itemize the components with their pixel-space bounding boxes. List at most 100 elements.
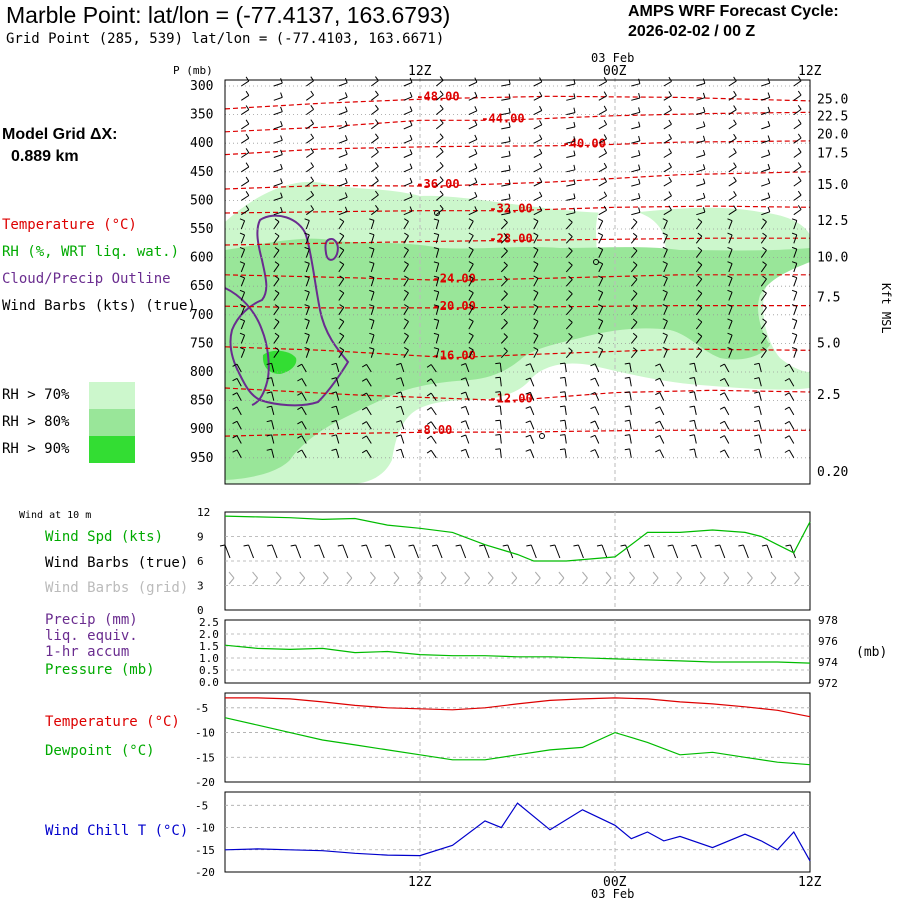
grid-wind-barb <box>676 571 683 579</box>
grid-wind-barb-flag <box>228 577 235 585</box>
temperature-tick-label: -5 <box>195 702 208 715</box>
wind-barb-flag <box>791 304 797 307</box>
wind-barb <box>631 183 641 187</box>
surface-wind-barb <box>625 544 632 559</box>
wind-barb <box>273 125 283 130</box>
wind-barb-flag <box>331 405 337 409</box>
surface-wind-barb <box>672 544 679 559</box>
wind-barb-flag <box>638 164 641 170</box>
surface-wind-barb-flag <box>431 544 438 547</box>
wind-barb <box>565 350 573 359</box>
wind-barb-flag <box>559 391 566 393</box>
wind-barb <box>271 448 275 458</box>
grid-wind-barb <box>228 571 235 579</box>
wind-barb-flag <box>590 434 596 438</box>
wind-barb-flag <box>495 434 501 436</box>
wind-barb-flag <box>533 304 539 308</box>
temperature-contour-label: -28.00 <box>489 231 532 245</box>
wind-barb-flag <box>533 232 539 236</box>
wind-barb <box>338 211 348 216</box>
wind10m-title: Wind at 10 m <box>19 510 92 521</box>
wind-barb-flag <box>590 420 596 424</box>
wind-barb <box>435 165 444 173</box>
wind-barb-flag <box>539 105 543 111</box>
wind-barb-flag <box>733 119 737 125</box>
wind-barb <box>793 349 798 358</box>
wind-barb-flag <box>655 377 661 381</box>
wind-barb <box>273 350 280 358</box>
wind-barb-flag <box>266 434 272 437</box>
wind-chill-tick-label: -15 <box>195 844 215 857</box>
legend-wind-barbs-grid: Wind Barbs (grid) <box>45 580 189 596</box>
wind-barb <box>338 349 345 358</box>
wind-barb-flag <box>662 275 668 279</box>
wind-barb-flag <box>508 165 511 171</box>
wind-barb <box>370 94 379 101</box>
wind-barb <box>793 263 798 273</box>
wind-barb <box>430 450 437 459</box>
wind-barb-flag <box>689 419 695 422</box>
surface-wind-barb-flag <box>620 544 626 547</box>
wind-barb <box>400 434 405 444</box>
pressure-tick-label-right: 978 <box>818 614 838 627</box>
wind-barb <box>338 321 345 330</box>
wind-barb <box>468 306 474 316</box>
wind-barb <box>468 335 474 344</box>
surface-wind-barb <box>389 544 396 559</box>
wind-barb-flag <box>539 205 543 211</box>
wind-barb <box>695 335 703 344</box>
wind-barb-flag <box>369 332 375 336</box>
wind-barb-flag <box>702 135 706 141</box>
wind-barb <box>500 279 508 287</box>
pressure-tick-label: 500 <box>190 193 213 208</box>
wind-barb-flag <box>503 347 508 352</box>
wind-barb-flag <box>702 92 706 98</box>
wind-barb <box>788 363 795 373</box>
wind-barb <box>630 321 638 330</box>
wind-barb <box>273 264 280 273</box>
wind-barb <box>564 377 567 387</box>
wind-barb <box>403 278 409 287</box>
wind-barb-flag <box>433 318 439 321</box>
wind-barb-flag <box>702 121 706 127</box>
wind-barb <box>236 449 242 459</box>
wind-barb <box>241 195 250 201</box>
grid-wind-barb <box>252 571 258 579</box>
wind-barb-flag <box>297 378 303 382</box>
wind-barb-flag <box>310 205 315 210</box>
wind-barb <box>793 220 798 230</box>
temperature-contour <box>224 237 810 246</box>
wind-barb-flag <box>702 107 706 113</box>
wind-barb <box>533 306 539 316</box>
temperature-contour-label: -24.00 <box>433 271 476 285</box>
wind-barb-flag <box>762 304 767 308</box>
wind-barb-flag <box>245 148 250 153</box>
wind-barb-flag <box>344 192 348 198</box>
wind-barb-flag <box>559 376 566 379</box>
wind-barb <box>403 139 413 144</box>
wind-barb-flag <box>719 420 725 425</box>
temperature-contour-label: -20.00 <box>433 299 476 313</box>
height-tick-label: 10.0 <box>817 251 848 266</box>
wind-barb <box>305 291 310 301</box>
wind-barb <box>430 435 437 444</box>
wind-barb <box>499 377 502 387</box>
wind-barb <box>500 265 508 273</box>
wind-barb <box>500 322 508 330</box>
wind-chill-panel-frame <box>224 791 811 873</box>
wind-barb <box>598 220 604 230</box>
wind-barb <box>366 449 372 459</box>
wind-barb <box>240 249 246 258</box>
wind-barb <box>501 83 511 87</box>
surface-wind-barb <box>483 544 490 559</box>
wind-barb-flag <box>239 261 245 265</box>
wind-barb-flag <box>573 193 576 199</box>
wind-barb <box>468 292 474 301</box>
wind-barb <box>338 182 348 187</box>
wind-barb <box>663 234 668 244</box>
wind-barb-flag <box>280 178 283 184</box>
wind-barb-flag <box>274 289 280 294</box>
wind-barb-flag <box>297 420 303 425</box>
wind-barb-flag <box>624 391 630 394</box>
height-tick-label: 25.0 <box>817 93 848 108</box>
